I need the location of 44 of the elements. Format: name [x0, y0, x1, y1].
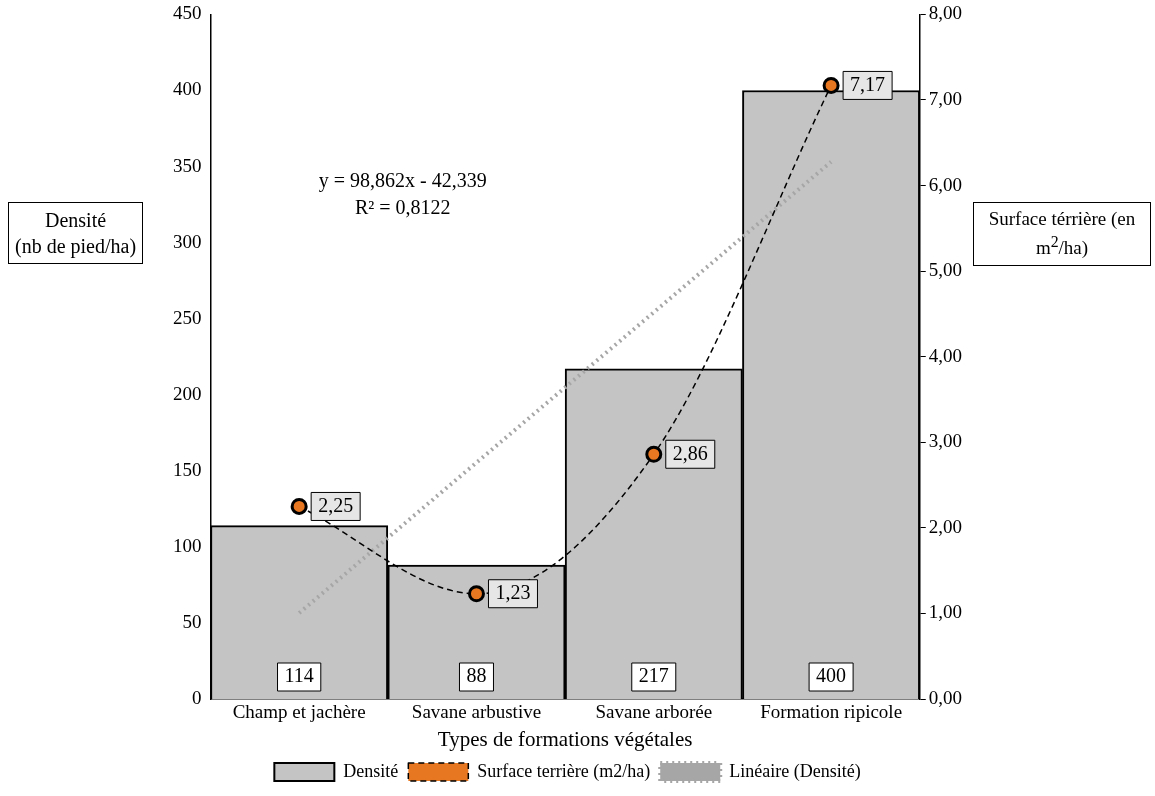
y-tick-label: 150	[173, 458, 202, 480]
y-axis-title: Densité (nb de pied/ha)	[8, 202, 144, 264]
y2-tick-label: 8,00	[928, 2, 962, 24]
y2-tick-label: 5,00	[928, 259, 962, 281]
point	[290, 497, 308, 515]
x-tick-label: Champ et jachère	[232, 701, 366, 723]
point	[822, 76, 840, 94]
y2-tick-label: 1,00	[928, 601, 962, 623]
point	[467, 585, 485, 603]
y-tick-label: 0	[192, 686, 202, 708]
y2-tick-label: 4,00	[928, 344, 962, 366]
y2-tick-label: 3,00	[928, 430, 962, 452]
data-label: 114	[284, 664, 314, 687]
data-label: 7,17	[850, 72, 886, 95]
point	[645, 445, 663, 463]
y-tick-label: 300	[173, 230, 202, 252]
data-label: 88	[466, 664, 487, 687]
y-tick-label: 250	[173, 306, 202, 328]
y-tick-label: 100	[173, 534, 202, 556]
x-tick-label: Savane arbustive	[411, 701, 542, 723]
data-label: 1,23	[495, 580, 531, 603]
y2-tick-label: 6,00	[928, 173, 962, 195]
y-tick-label: 400	[173, 78, 202, 100]
legend-label: Surface terrière (m2/ha)	[477, 760, 651, 782]
line-series	[297, 159, 834, 616]
y-tick-label: 450	[173, 2, 202, 24]
x-tick-label: Savane arborée	[595, 701, 713, 723]
data-label: 217	[638, 664, 669, 687]
data-label: 400	[816, 664, 847, 687]
x-tick-label: Formation ripicole	[760, 701, 903, 723]
data-label: 2,86	[672, 441, 708, 464]
legend-label: Linéaire (Densité)	[729, 760, 861, 782]
y-tick-label: 50	[182, 610, 202, 632]
legend-label: Densité	[343, 760, 399, 781]
annotation: y = 98,862x - 42,339	[318, 169, 487, 192]
y2-tick-label: 7,00	[928, 87, 962, 109]
y2-tick-label: 0,00	[928, 686, 962, 708]
y-tick-label: 200	[173, 382, 202, 404]
annotation: R² = 0,8122	[355, 196, 451, 218]
x-axis-title: Types de formations végétales	[437, 726, 693, 751]
y2-tick-label: 2,00	[928, 515, 962, 537]
y-tick-label: 350	[173, 154, 202, 176]
y2-axis-title: Surface térrière (en m$^{2}$/ha)	[973, 202, 1151, 266]
data-label: 2,25	[318, 493, 354, 516]
